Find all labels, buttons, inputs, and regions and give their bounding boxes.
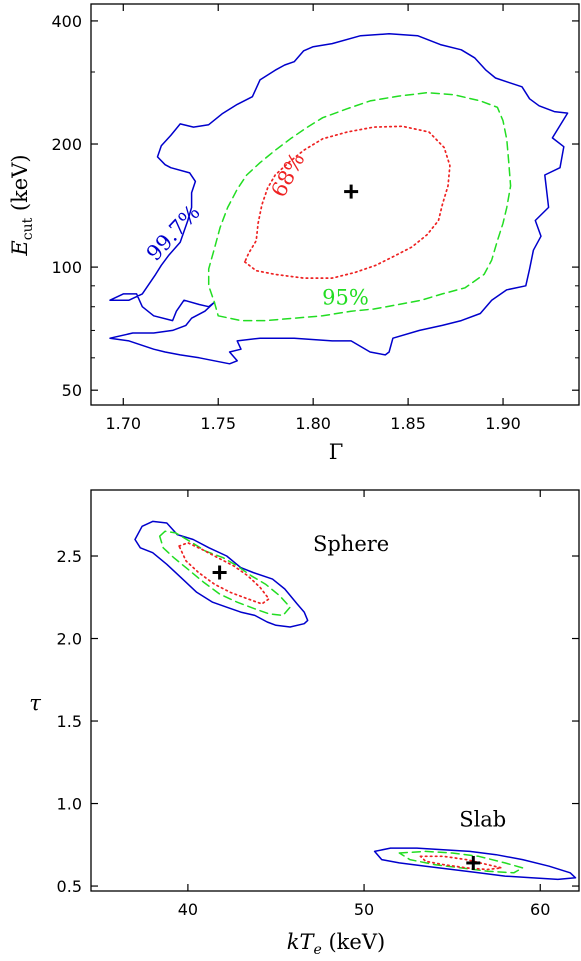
top-x-axis-label: Γ [329,440,344,464]
ecut-gamma-panel: 99.7% 95% 68% 1.70 1.75 1.80 1.85 1.90 50 100 200… [8,3,580,464]
bottom-ytick-label: 1.5 [57,712,82,731]
bottom-ytick-label: 1.0 [57,795,82,814]
bottom-ytick-label: 2.5 [57,547,82,566]
top-label-68pct: 68% [266,149,309,201]
top-axes-frame [90,3,580,406]
bottom-sphere-contour-95pct [158,530,291,617]
top-ytick-label: 100 [51,258,82,277]
top-xtick-label: 1.85 [390,414,426,433]
bottom-y-axis-label: τ [29,691,41,715]
top-xtick-label: 1.70 [105,414,141,433]
top-label-95pct: 95% [322,286,369,310]
bottom-sphere-label: Sphere [313,532,389,556]
bottom-axis-ticks: 40 50 60 0.5 1.0 1.5 2.0 2.5 [57,490,579,919]
top-xtick-label: 1.80 [295,414,331,433]
bottom-sphere-contour-68pct [178,541,270,605]
bottom-slab-contour-95pct [398,850,524,874]
ecut-gamma-plot-area: 99.7% 95% 68% [109,33,569,365]
top-ytick-label: 50 [62,381,82,400]
top-axis-ticks: 1.70 1.75 1.80 1.85 1.90 50 100 200 400 [51,4,579,433]
top-contour-95pct [207,91,512,322]
bottom-x-axis-label: kTe (keV) [287,930,385,958]
bottom-slab-label: Slab [459,808,506,832]
tau-kte-plot-area: Sphere Slab [134,520,577,881]
top-contour-99p7pct [109,33,569,365]
bottom-ytick-label: 2.0 [57,630,82,649]
bottom-slab-best-fit-marker [466,855,481,870]
top-y-axis-label: Ecut (keV) [8,154,36,256]
bottom-xtick-label: 50 [354,900,374,919]
top-contours [109,33,569,365]
top-contour-68pct [243,125,451,279]
top-ytick-label: 200 [51,135,82,154]
bottom-xtick-label: 40 [178,900,198,919]
bottom-slab-contour-68pct [419,855,503,871]
bottom-contours [134,520,577,881]
top-best-fit-marker [344,184,359,199]
bottom-sphere-best-fit-marker [212,565,227,580]
top-xtick-label: 1.90 [485,414,521,433]
top-xtick-label: 1.75 [200,414,236,433]
top-ytick-label: 400 [51,12,82,31]
bottom-ytick-label: 0.5 [57,877,82,896]
bottom-xtick-label: 60 [530,900,550,919]
top-label-99p7pct: 99.7% [142,200,205,265]
bottom-axes-frame [90,489,580,892]
tau-kte-panel: Sphere Slab 40 50 60 0.5 1.0 1.5 2.0 2.5 kTe (ke… [29,489,580,958]
bottom-slab-contour-99p7pct [373,847,577,881]
bottom-sphere-contour-99p7pct [134,520,309,628]
